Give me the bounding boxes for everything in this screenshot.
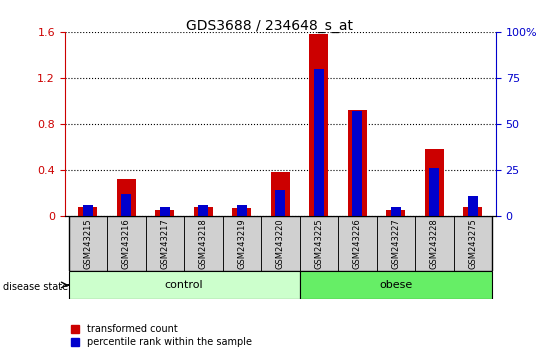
Text: GSM243218: GSM243218 [199,218,208,269]
Text: GSM243220: GSM243220 [276,218,285,269]
Bar [338,216,377,271]
Bar [184,216,223,271]
Bar [232,208,251,216]
Bar [391,207,400,216]
Bar [107,216,146,271]
Text: GSM243226: GSM243226 [353,218,362,269]
Text: GSM243225: GSM243225 [314,218,323,269]
Text: disease state: disease state [3,282,68,292]
Bar [68,271,300,299]
Bar [198,205,208,216]
Bar [261,216,300,271]
Text: GDS3688 / 234648_s_at: GDS3688 / 234648_s_at [186,19,353,34]
Bar [223,216,261,271]
Bar [116,179,136,216]
Bar [237,205,246,216]
Bar [121,194,131,216]
Bar [453,216,492,271]
Text: GSM243215: GSM243215 [84,218,92,269]
Bar [415,216,453,271]
Text: GSM243228: GSM243228 [430,218,439,269]
Bar [271,172,290,216]
Text: GSM243275: GSM243275 [468,218,477,269]
Text: control: control [165,280,203,290]
Bar [314,69,323,216]
Bar [386,210,405,216]
Text: GSM243227: GSM243227 [391,218,400,269]
Bar [160,207,170,216]
Bar [194,207,213,216]
Legend: transformed count, percentile rank within the sample: transformed count, percentile rank withi… [70,322,254,349]
Bar [468,196,478,216]
Text: GSM243217: GSM243217 [160,218,169,269]
Bar [68,216,107,271]
Bar [430,168,439,216]
Bar [348,110,367,216]
Text: obese: obese [379,280,412,290]
Bar [425,149,444,216]
Bar [275,190,285,216]
Text: GSM243216: GSM243216 [122,218,131,269]
Bar [309,34,328,216]
Bar [300,271,492,299]
Bar [83,205,93,216]
Bar [353,111,362,216]
Bar [377,216,415,271]
Bar [155,210,175,216]
Bar [78,207,98,216]
Bar [463,207,482,216]
Bar [300,216,338,271]
Bar [146,216,184,271]
Text: GSM243219: GSM243219 [237,218,246,269]
